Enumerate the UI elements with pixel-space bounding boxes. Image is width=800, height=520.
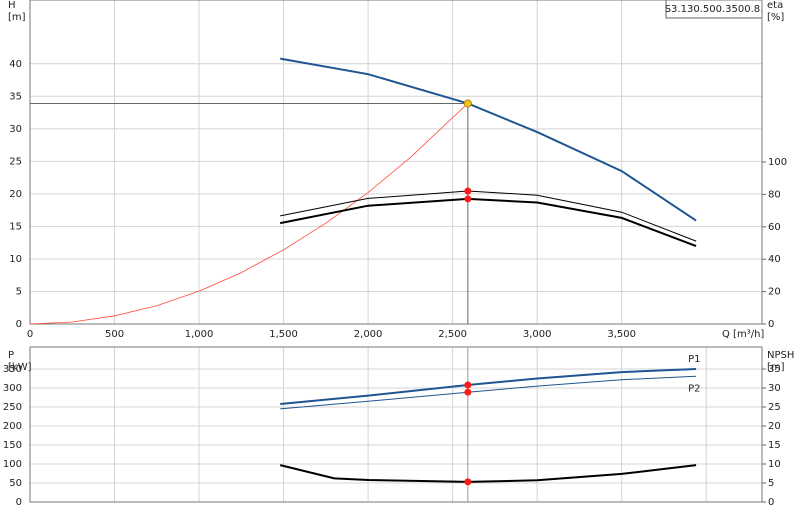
operating-point (464, 187, 472, 195)
operating-point (464, 388, 472, 396)
x-axis-label: Q [m³/h] (722, 329, 764, 340)
y2-tick-label: 10 (768, 459, 781, 470)
y-axis-label: [m] (8, 12, 26, 23)
curve (280, 375, 697, 410)
y2-tick-label: 30 (768, 383, 781, 394)
y-axis-label: P (8, 350, 14, 361)
y2-tick-label: 5 (768, 478, 774, 489)
y2-tick-label: 0 (768, 497, 774, 508)
curve (280, 190, 697, 242)
y2-axis-label: [m] (767, 362, 785, 373)
y2-tick-label: 40 (768, 254, 781, 265)
y-tick-label: 350 (3, 364, 22, 375)
y-tick-label: 10 (9, 254, 22, 265)
y-tick-label: 150 (3, 440, 22, 451)
curve (280, 57, 697, 222)
x-tick-label: 3,000 (523, 329, 552, 340)
y-tick-label: 100 (3, 459, 22, 470)
y-tick-label: 250 (3, 402, 22, 413)
y-tick-label: 30 (9, 124, 22, 135)
plot-frame (29, 346, 763, 503)
y-tick-label: 50 (9, 478, 22, 489)
x-tick-label: 2,500 (438, 329, 467, 340)
y2-axis-label: eta (767, 0, 783, 11)
y-tick-label: 0 (16, 319, 22, 330)
y-tick-label: 25 (9, 156, 22, 167)
y2-tick-label: 25 (768, 402, 781, 413)
y-axis-label: [kW] (8, 362, 32, 373)
y-tick-label: 200 (3, 421, 22, 432)
y-tick-label: 40 (9, 59, 22, 70)
operating-point (463, 99, 472, 108)
operating-point (464, 478, 472, 486)
curve (279, 464, 697, 483)
curve (280, 197, 697, 248)
y2-tick-label: 80 (768, 189, 781, 200)
y2-tick-label: 100 (768, 157, 787, 168)
y2-tick-label: 15 (768, 440, 781, 451)
y-tick-label: 300 (3, 383, 22, 394)
y2-tick-label: 20 (768, 421, 781, 432)
curve (29, 103, 469, 325)
operating-point (464, 195, 472, 203)
x-tick-label: 3,500 (607, 329, 636, 340)
x-tick-label: 0 (27, 329, 33, 340)
y2-tick-label: 60 (768, 222, 781, 233)
y-tick-label: 35 (9, 91, 22, 102)
y2-tick-label: 20 (768, 287, 781, 298)
y2-axis-label: [%] (767, 12, 784, 23)
y2-tick-label: 35 (768, 364, 781, 375)
y2-tick-label: 0 (768, 319, 774, 330)
plot-frame (29, 0, 763, 325)
y-tick-label: 20 (9, 189, 22, 200)
series-label: P2 (688, 383, 700, 394)
x-tick-label: 1,500 (269, 329, 298, 340)
curve (280, 368, 697, 405)
x-tick-label: 2,000 (354, 329, 383, 340)
y-tick-label: 0 (16, 497, 22, 508)
x-tick-label: 1,000 (185, 329, 214, 340)
operating-point (464, 381, 472, 389)
x-tick-label: 500 (105, 329, 124, 340)
model-label: S3.130.500.3500.8. (665, 4, 764, 15)
series-label: P1 (688, 354, 700, 365)
y-tick-label: 5 (16, 286, 22, 297)
y-axis-label: H (8, 0, 16, 11)
y-tick-label: 15 (9, 221, 22, 232)
y2-axis-label: NPSH (767, 350, 794, 361)
